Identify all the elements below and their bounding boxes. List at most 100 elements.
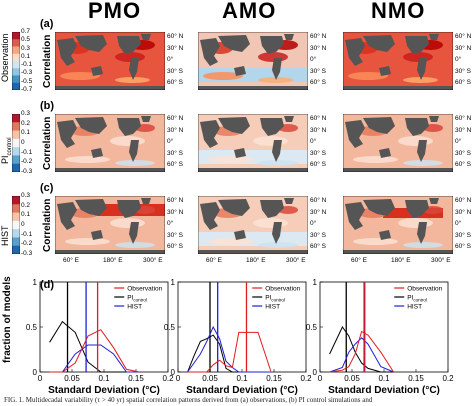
latitude-label: 60° N bbox=[310, 33, 327, 40]
colorbar-tick-label: 0.3 bbox=[21, 192, 31, 199]
x-tick-label: 0 bbox=[176, 374, 181, 383]
colorbar-tick-label: 0.1 bbox=[21, 129, 31, 137]
series-line-observation bbox=[49, 329, 140, 373]
latitude-label: 60° N bbox=[167, 115, 184, 122]
colorbar-tick-label: -0.5 bbox=[21, 77, 33, 85]
latitude-label: 0° bbox=[167, 56, 174, 63]
correlation-map bbox=[343, 114, 453, 172]
colorbar-tick-label: 0.3 bbox=[21, 44, 31, 52]
y-tick-label: 0.5 bbox=[306, 323, 318, 332]
latitude-label: 60° N bbox=[455, 197, 472, 204]
colorbar-tick-label: -0.2 bbox=[21, 158, 33, 166]
x-tick-label: 0 bbox=[38, 374, 43, 383]
latitude-label: 60° S bbox=[455, 79, 471, 86]
latitude-label: 30° S bbox=[310, 149, 326, 157]
x-tick-label: 0.1 bbox=[98, 374, 110, 383]
figure-caption: FIG. 1. Multidecadal variability (τ > 40… bbox=[4, 396, 373, 404]
longitude-label: 300° E bbox=[286, 257, 306, 264]
latitude-label: 30° N bbox=[455, 208, 472, 216]
latitude-label: 60° N bbox=[310, 115, 327, 122]
colorbar-tick-label: -0.3 bbox=[21, 168, 33, 175]
x-axis-label: Standard Deviation (°C) bbox=[48, 385, 160, 396]
latitude-label: 60° N bbox=[455, 33, 472, 40]
legend-label: Observation bbox=[265, 286, 300, 293]
latitude-label: 60° N bbox=[455, 115, 472, 122]
correlation-map bbox=[198, 114, 308, 172]
column-title-pmo: PMO bbox=[88, 0, 142, 23]
longitude-label: 300° E bbox=[431, 257, 451, 264]
latitude-label: 30° S bbox=[167, 149, 183, 157]
latitude-label: 0° bbox=[310, 56, 317, 63]
x-tick-label: 0.15 bbox=[266, 374, 282, 383]
colorbar-tick-label: -0.1 bbox=[21, 230, 33, 238]
y-tick-label: 0 bbox=[313, 368, 318, 377]
colorbar-tick-label: 0 bbox=[21, 139, 25, 146]
latitude-label: 30° S bbox=[455, 231, 471, 239]
correlation-map bbox=[198, 196, 308, 254]
colorbar-tick-label: 0.2 bbox=[21, 201, 31, 209]
colorbar bbox=[12, 32, 20, 90]
series-line-observation bbox=[329, 330, 395, 373]
x-tick-label: 0.15 bbox=[408, 374, 424, 383]
latitude-label: 30° S bbox=[167, 67, 183, 75]
legend-label: HIST bbox=[407, 304, 422, 311]
latitude-label: 30° S bbox=[310, 67, 326, 75]
colorbar-tick-label: 0.5 bbox=[21, 36, 31, 44]
colorbar-tick-label: 0.3 bbox=[21, 110, 31, 117]
series-line-observation bbox=[187, 331, 272, 373]
series-line-hist bbox=[187, 325, 271, 373]
latitude-label: 0° bbox=[167, 220, 174, 227]
x-tick-label: 0.1 bbox=[378, 374, 390, 383]
x-tick-label: 0.2 bbox=[442, 374, 454, 383]
x-tick-label: 0.2 bbox=[300, 374, 312, 383]
y-tick-label: 1 bbox=[171, 278, 176, 287]
latitude-label: 60° S bbox=[167, 243, 183, 250]
colorbar-tick-label: 0.1 bbox=[21, 211, 31, 219]
longitude-label: 180° E bbox=[391, 257, 411, 264]
latitude-label: 60° N bbox=[167, 33, 184, 40]
y-tick-label: 0.5 bbox=[164, 323, 176, 332]
latitude-label: 30° S bbox=[455, 67, 471, 75]
latitude-label: 30° S bbox=[310, 231, 326, 239]
panel-letter-c: (c) bbox=[40, 182, 54, 194]
legend-label: PIcontrol bbox=[407, 295, 427, 303]
column-title-nmo: NMO bbox=[371, 0, 426, 23]
latitude-label: 0° bbox=[455, 138, 462, 145]
correlation-map bbox=[55, 114, 165, 172]
latitude-label: 60° N bbox=[310, 197, 327, 204]
series-line-hist bbox=[49, 344, 140, 373]
x-axis-label: Standard Deviation (°C) bbox=[328, 385, 440, 396]
latitude-label: 30° N bbox=[310, 208, 327, 216]
latitude-label: 0° bbox=[167, 138, 174, 145]
latitude-label: 30° N bbox=[455, 126, 472, 134]
longitude-label: 180° E bbox=[246, 257, 266, 264]
y-tick-label: 0 bbox=[171, 368, 176, 377]
panel-letter-a: (a) bbox=[40, 18, 54, 30]
colorbar-tick-label: -0.1 bbox=[21, 61, 33, 69]
latitude-label: 30° S bbox=[455, 149, 471, 157]
plot-frame bbox=[319, 281, 449, 373]
longitude-label: 60° E bbox=[206, 257, 222, 264]
x-tick-label: 0.2 bbox=[162, 374, 174, 383]
legend-label: Observation bbox=[407, 286, 442, 293]
series-line-pi-control bbox=[49, 320, 140, 373]
latitude-label: 60° N bbox=[167, 197, 184, 204]
correlation-map bbox=[198, 32, 308, 90]
y-tick-label: 0.5 bbox=[26, 323, 38, 332]
y-tick-label: 0 bbox=[33, 368, 38, 377]
latitude-label: 30° N bbox=[167, 44, 184, 52]
colorbar-tick-label: 0.1 bbox=[21, 52, 31, 60]
correlation-map bbox=[55, 196, 165, 254]
series-line-hist bbox=[329, 337, 394, 373]
latitude-label: 60° S bbox=[167, 161, 183, 168]
colorbar bbox=[12, 114, 20, 172]
x-tick-label: 0.15 bbox=[128, 374, 144, 383]
correlation-map bbox=[343, 32, 453, 90]
latitude-label: 60° S bbox=[310, 79, 326, 86]
latitude-label: 0° bbox=[310, 138, 317, 145]
y-tick-label: 1 bbox=[33, 278, 38, 287]
